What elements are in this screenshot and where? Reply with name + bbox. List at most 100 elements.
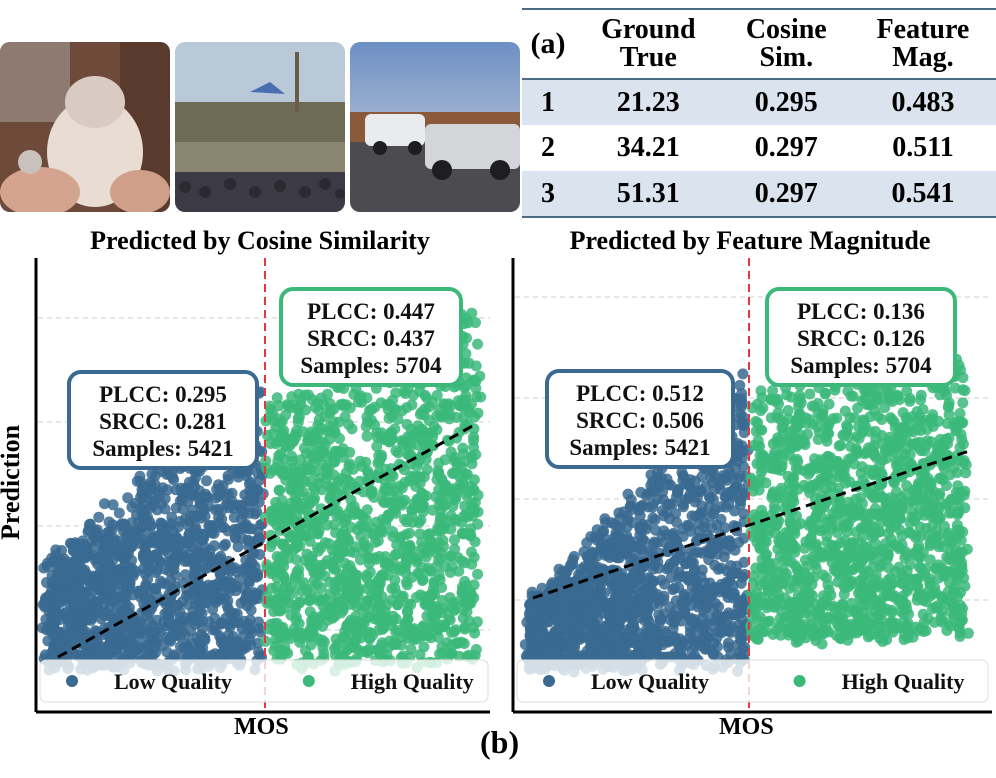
data-point [410, 592, 422, 603]
data-point [253, 496, 265, 508]
data-point [338, 400, 350, 412]
data-point [291, 527, 303, 539]
data-point [469, 536, 481, 548]
data-point [153, 489, 165, 501]
data-point [572, 616, 584, 628]
data-point [323, 538, 335, 550]
data-point [368, 529, 380, 541]
data-point [67, 558, 79, 570]
data-point [241, 600, 253, 612]
data-point [176, 493, 188, 505]
data-point [668, 616, 680, 628]
data-point [305, 464, 317, 476]
data-point [71, 589, 83, 601]
data-point [653, 609, 665, 621]
data-point [97, 544, 108, 556]
data-point [721, 538, 733, 550]
data-point [710, 615, 722, 627]
data-point [369, 401, 381, 413]
data-point [669, 582, 680, 594]
data-point [350, 632, 362, 644]
data-point [138, 550, 150, 562]
data-point [467, 483, 479, 495]
data-point [594, 578, 606, 590]
data-point [189, 564, 201, 576]
data-point [278, 453, 290, 465]
data-point [151, 614, 163, 626]
data-point [732, 601, 744, 613]
data-point [161, 484, 173, 496]
comparison-table: (a) Ground True Cosine Sim. Feature Mag. 1 … [522, 8, 996, 218]
data-point [722, 592, 734, 603]
data-point [202, 553, 214, 565]
legend: Low Quality High Quality [39, 659, 489, 703]
data-point [136, 636, 148, 648]
data-point [114, 563, 126, 575]
data-point [712, 626, 724, 638]
data-point [600, 533, 612, 545]
data-point [232, 467, 243, 479]
data-point [268, 645, 280, 657]
data-point [280, 627, 292, 639]
data-point [216, 576, 228, 588]
header-feature-mag: Feature Mag. [876, 14, 970, 73]
data-point [99, 498, 110, 510]
data-point [406, 430, 418, 441]
data-point [684, 474, 696, 486]
data-point [943, 397, 955, 409]
data-point [108, 571, 120, 583]
data-point [345, 614, 357, 626]
data-point [722, 641, 734, 653]
data-point [723, 487, 734, 498]
data-point [145, 480, 157, 492]
cell-cosine-sim: 0.297 [754, 132, 818, 163]
data-point [459, 528, 470, 540]
data-point [179, 513, 191, 525]
data-point [79, 551, 91, 563]
data-point [361, 612, 373, 624]
data-point [200, 488, 211, 500]
data-point [678, 590, 690, 602]
data-point [265, 541, 277, 553]
data-point [231, 608, 243, 620]
data-point [361, 569, 373, 581]
data-point [107, 499, 119, 511]
data-point [589, 531, 601, 543]
data-point [399, 494, 411, 506]
data-point [679, 571, 691, 583]
data-point [236, 564, 248, 576]
row-index: 3 [541, 177, 555, 209]
data-point [95, 613, 107, 625]
data-point [236, 500, 248, 511]
data-point [159, 593, 171, 605]
data-point [330, 584, 342, 596]
data-point [261, 559, 273, 571]
srcc-label: SRCC: 0.281 [99, 409, 227, 434]
data-point [715, 474, 727, 486]
data-point [37, 622, 48, 634]
data-point [204, 544, 216, 556]
data-point [414, 408, 426, 420]
data-point [297, 628, 308, 640]
data-point [384, 485, 396, 497]
data-point [641, 623, 653, 635]
data-point [370, 553, 382, 565]
samples-label: Samples: 5421 [92, 436, 233, 461]
data-point [376, 449, 387, 461]
data-point [318, 399, 330, 411]
data-point [686, 645, 698, 657]
data-point [399, 562, 411, 574]
data-point [432, 631, 444, 643]
data-point [419, 389, 431, 401]
data-point [623, 623, 635, 635]
data-point [150, 567, 162, 578]
data-point [248, 547, 260, 559]
data-point [414, 568, 426, 580]
data-point [157, 524, 169, 536]
data-point [182, 533, 194, 545]
data-point [54, 629, 66, 641]
data-point [230, 585, 242, 597]
data-point [254, 474, 266, 486]
